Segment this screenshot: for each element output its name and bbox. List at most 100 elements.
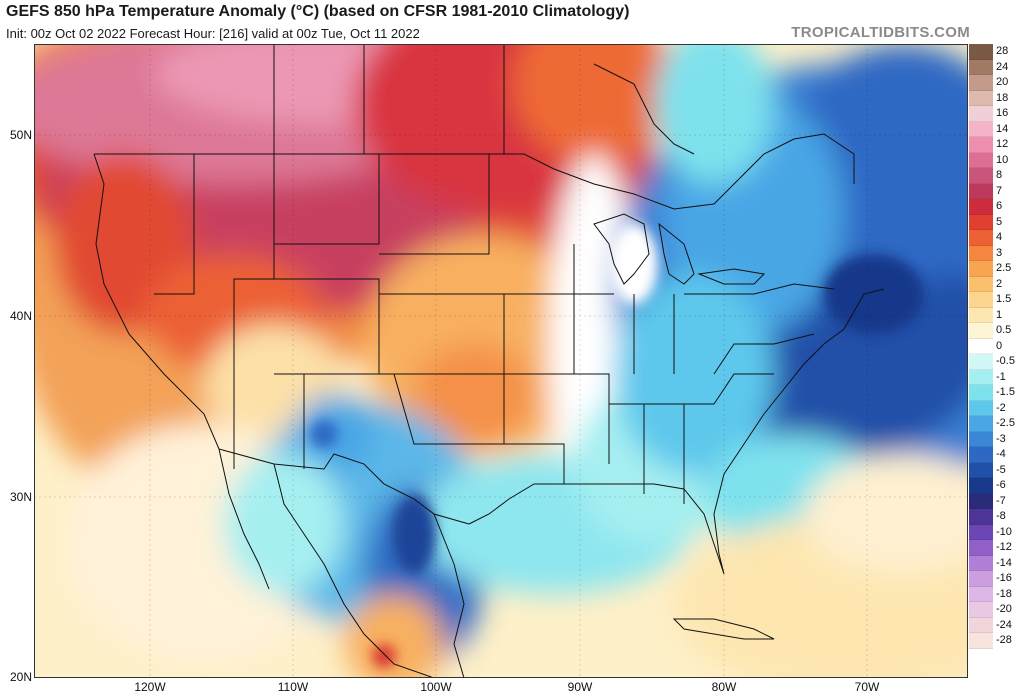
forecast-info: Init: 00z Oct 02 2022 Forecast Hour: [21… [6,26,420,41]
colorbar-level-label: 24 [996,60,1009,73]
state-line [233,154,275,374]
lat-label-30n: 30N [9,490,32,504]
colorbar-swatch [969,493,993,509]
colorbar-swatch [969,44,993,60]
colorbar-level-label: 1.5 [996,293,1012,305]
state-line [379,154,490,255]
temperature-anomaly-map [34,44,968,678]
colorbar-level-label: 12 [996,138,1009,150]
colorbar-level-label: -1 [996,370,1006,383]
colorbar-swatch [969,447,993,463]
colorbar-level-label: 10 [996,153,1009,166]
colorbar-level-label: 4 [996,231,1003,243]
colorbar-level-label: 1 [996,308,1003,321]
colorbar-swatch [969,524,993,540]
colorbar-swatch [969,183,993,199]
mexico-lines [273,463,435,678]
state-line [504,293,575,375]
colorbar-level-label: -20 [996,603,1012,615]
great-lakes [658,222,695,285]
colorbar-swatch [969,90,993,106]
colorbar-level-label: -8 [996,510,1006,522]
lat-label-50n: 50N [9,128,32,142]
lat-label-20n: 20N [9,670,32,684]
state-line [684,283,835,295]
state-line [574,373,610,464]
colorbar-swatch [969,121,993,137]
colorbar-level-label: -12 [996,541,1012,553]
colorbar-swatch [969,540,993,556]
map-grid [34,44,968,678]
colorbar-swatch [969,323,993,339]
colorbar-swatch [969,152,993,168]
colorbar-level-label: -0.5 [996,355,1015,367]
colorbar-level-label: -16 [996,572,1012,584]
colorbar-swatch [969,633,993,649]
lat-label-40n: 40N [9,309,32,323]
colorbar-level-label: 14 [996,122,1009,135]
colorbar [969,44,993,649]
lon-label-90w: 90W [567,680,593,694]
colorbar-swatch [969,276,993,292]
colorbar-level-label: -6 [996,479,1006,491]
hudson-bay-coast [593,63,695,155]
state-line [713,333,815,375]
colorbar-swatch [969,462,993,478]
colorbar-swatch [969,416,993,432]
lon-label-70w: 70W [854,680,880,694]
mexico-lines [433,513,465,678]
state-line [274,154,380,245]
colorbar-swatch [969,617,993,633]
colorbar-level-label: -10 [996,525,1012,538]
colorbar-swatch [969,555,993,571]
colorbar-swatch [969,509,993,525]
colorbar-level-label: 0.5 [996,324,1012,336]
colorbar-swatch [969,106,993,122]
colorbar-level-label: 7 [996,184,1003,197]
state-line [504,443,565,484]
colorbar-swatch [969,199,993,215]
baja [218,448,270,590]
lon-label-100w: 100W [420,680,452,694]
colorbar-swatch [969,431,993,447]
colorbar-swatch [969,59,993,75]
colorbar-level-label: -4 [996,448,1006,460]
lon-label-80w: 80W [711,680,737,694]
colorbar-swatch [969,168,993,184]
colorbar-level-label: -5 [996,463,1006,476]
lon-label-110w: 110W [277,680,309,694]
colorbar-swatch [969,230,993,246]
colorbar-swatch [969,354,993,370]
state-line [609,373,774,405]
colorbar-level-label: 2.5 [996,262,1012,274]
colorbar-level-label: -18 [996,587,1012,600]
colorbar-level-label: 16 [996,107,1009,119]
colorbar-level-label: -7 [996,494,1006,507]
cuba [672,618,775,640]
colorbar-swatch [969,478,993,494]
brand-label: TROPICALTIDBITS.COM [791,24,970,41]
colorbar-level-label: -28 [996,634,1012,646]
state-line [274,278,380,375]
us-mexico-border [218,448,470,525]
colorbar-level-label: -3 [996,432,1006,445]
state-line [573,244,614,295]
colorbar-level-label: 28 [996,45,1009,57]
great-lakes [697,268,766,285]
colorbar-swatch [969,75,993,91]
colorbar-swatch [969,338,993,354]
colorbar-level-label: 20 [996,76,1009,88]
colorbar-level-label: -1.5 [996,386,1015,398]
colorbar-level-label: -24 [996,618,1012,631]
colorbar-swatch [969,292,993,308]
colorbar-level-label: 6 [996,200,1003,212]
colorbar-level-label: 2 [996,277,1003,290]
colorbar-swatch [969,385,993,401]
map-title: GEFS 850 hPa Temperature Anomaly (°C) (b… [6,3,630,20]
colorbar-swatch [969,602,993,618]
state-line [154,154,195,295]
colorbar-swatch [969,261,993,277]
colorbar-labels: 28 24 20 18 16 14 12 10 8 7 6 5 4 3 2.5 2 1.5 1 0.5 0 -0.5 -1… [996,44,1024,649]
colorbar-level-label: -14 [996,556,1012,569]
colorbar-swatch [969,307,993,323]
